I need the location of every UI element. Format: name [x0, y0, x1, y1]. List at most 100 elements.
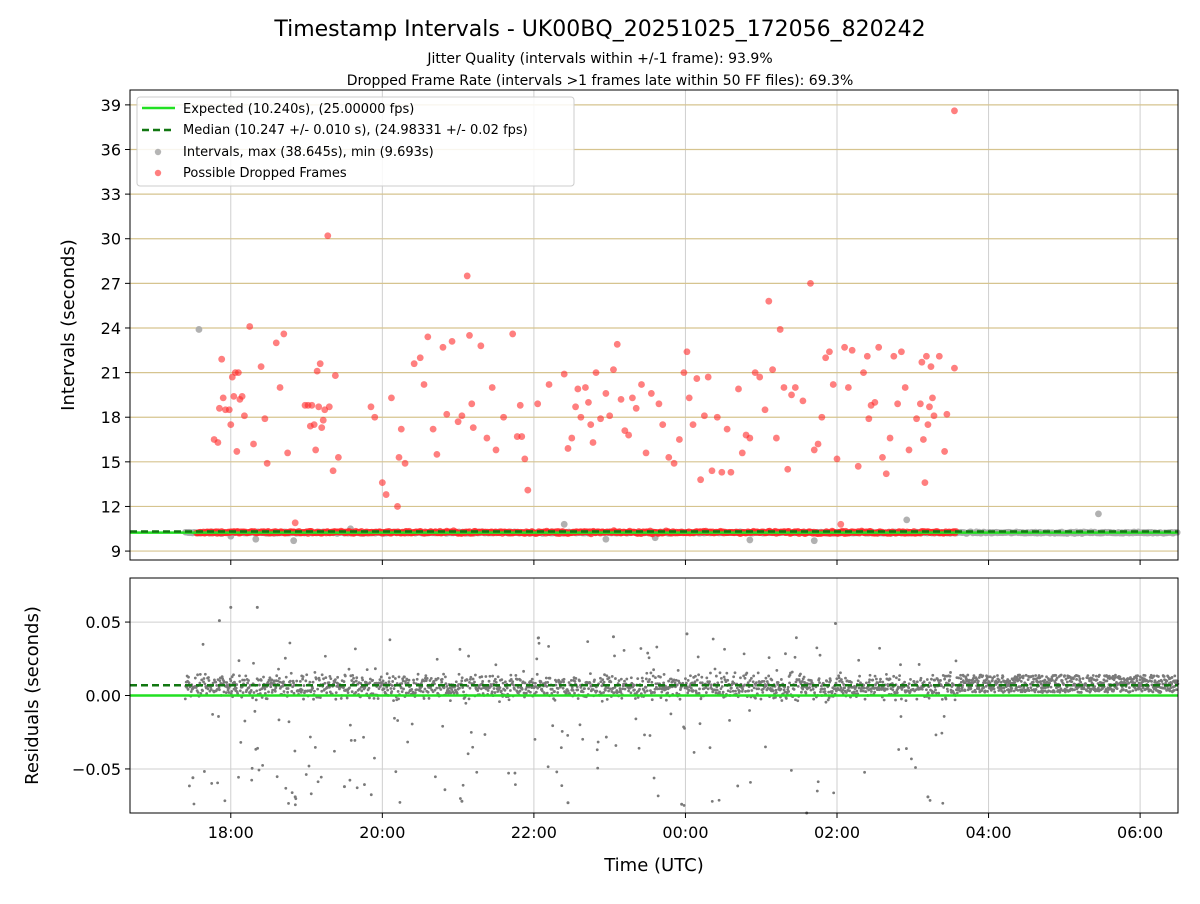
- residual-point: [224, 691, 228, 694]
- residual-point: [999, 680, 1003, 684]
- residual-point: [606, 686, 610, 690]
- residual-point: [609, 687, 612, 691]
- residual-point: [885, 687, 889, 691]
- residual-point: [748, 679, 752, 682]
- residual-point: [1036, 690, 1040, 694]
- dropped-frame-point: [613, 340, 621, 348]
- dropped-frame-point: [477, 342, 485, 350]
- residual-point: [928, 798, 932, 802]
- residual-point: [596, 740, 600, 744]
- residual-point: [1090, 687, 1093, 691]
- intervals-y-tick-label: 9: [111, 542, 121, 561]
- dropped-frame-point: [602, 390, 610, 397]
- residual-point: [202, 677, 206, 680]
- residual-point: [368, 681, 372, 685]
- residual-point: [586, 640, 590, 644]
- residual-point: [540, 689, 544, 693]
- residual-point: [1059, 673, 1063, 677]
- residual-point: [888, 677, 892, 681]
- residual-point: [1128, 690, 1132, 694]
- residual-point: [614, 744, 618, 747]
- residual-point: [946, 689, 950, 693]
- residual-point: [1060, 679, 1064, 683]
- residual-point: [706, 687, 710, 691]
- residual-point: [629, 676, 633, 680]
- residual-point: [764, 745, 767, 749]
- interval-outlier-point: [746, 536, 754, 544]
- residual-point: [442, 686, 446, 690]
- residual-point: [241, 691, 245, 694]
- residual-point: [705, 676, 709, 680]
- residual-point: [350, 679, 354, 682]
- residual-point: [1015, 686, 1018, 689]
- dropped-frame-point: [225, 406, 233, 414]
- residual-point: [551, 724, 555, 728]
- residual-point: [607, 689, 611, 693]
- residual-point: [1150, 683, 1154, 687]
- residual-point: [794, 680, 798, 684]
- residual-point: [948, 674, 952, 678]
- residual-point: [1175, 688, 1178, 692]
- residual-point: [460, 676, 464, 680]
- residual-point: [250, 766, 254, 770]
- residual-point: [813, 691, 816, 695]
- dropped-frame-point: [632, 404, 640, 412]
- residual-point: [993, 690, 997, 694]
- residual-point: [704, 691, 708, 694]
- residual-point: [355, 786, 359, 790]
- residual-point: [840, 680, 844, 684]
- dropped-frame-point: [319, 416, 327, 424]
- residual-point: [684, 681, 688, 685]
- residual-point: [354, 679, 358, 683]
- residual-point: [507, 698, 511, 702]
- residual-point: [950, 685, 954, 688]
- residual-point: [922, 680, 926, 684]
- residual-point: [399, 686, 403, 690]
- residual-point: [838, 679, 841, 683]
- residual-point: [815, 646, 819, 650]
- residual-point: [458, 797, 462, 800]
- residual-point: [856, 679, 860, 683]
- residual-point: [450, 687, 454, 691]
- residual-point: [259, 678, 263, 682]
- residual-point: [1065, 680, 1069, 684]
- dropped-frame-point: [921, 479, 929, 487]
- dropped-frame-point: [810, 446, 818, 454]
- residual-point: [1153, 679, 1157, 683]
- residual-point: [457, 683, 460, 686]
- dropped-frame-point: [723, 425, 731, 433]
- dropped-frame-point: [241, 412, 248, 420]
- residual-point: [587, 687, 591, 691]
- residual-point: [311, 680, 315, 684]
- residual-point: [187, 675, 190, 679]
- residual-point: [518, 689, 522, 693]
- residual-point: [669, 712, 673, 716]
- residual-point: [1058, 690, 1062, 694]
- residual-point: [468, 681, 471, 684]
- dropped-frame-point: [518, 433, 526, 440]
- dropped-frame-point: [916, 400, 924, 408]
- residual-point: [258, 683, 261, 687]
- residual-point: [708, 680, 711, 684]
- dropped-frame-point: [875, 343, 883, 351]
- dropped-frame-point: [765, 297, 773, 305]
- residual-point: [659, 675, 662, 679]
- residual-point: [256, 746, 260, 750]
- residual-point: [230, 675, 234, 679]
- residual-point: [1135, 676, 1138, 680]
- residual-point: [322, 677, 325, 681]
- residual-point: [471, 677, 475, 681]
- residual-point: [413, 691, 417, 695]
- dropped-frame-point: [863, 352, 871, 360]
- residual-point: [892, 674, 896, 678]
- residual-point: [832, 791, 836, 795]
- residual-point: [1160, 679, 1164, 683]
- residual-point: [779, 687, 783, 691]
- dropped-frame-point: [219, 394, 227, 402]
- residual-point: [875, 677, 878, 681]
- residual-point: [509, 673, 513, 677]
- residual-point: [965, 678, 969, 682]
- intervals-y-tick-label: 24: [101, 319, 121, 338]
- residual-point: [662, 673, 666, 676]
- residual-point: [334, 697, 338, 701]
